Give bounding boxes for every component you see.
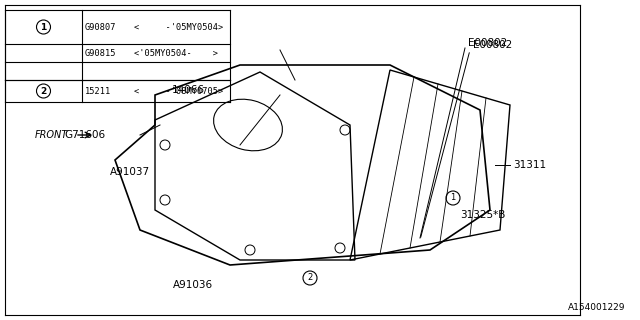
Text: A91036: A91036 bbox=[173, 280, 213, 290]
Text: 31325*B: 31325*B bbox=[460, 210, 506, 220]
Text: G71606: G71606 bbox=[64, 130, 105, 140]
Text: <'05MY0504-    >: <'05MY0504- > bbox=[134, 49, 218, 58]
Text: <     -'08MY0705>: < -'08MY0705> bbox=[134, 86, 223, 95]
Text: 1: 1 bbox=[40, 22, 47, 31]
Text: G90815: G90815 bbox=[85, 49, 116, 58]
Text: 14066: 14066 bbox=[172, 85, 205, 95]
Text: FRONT: FRONT bbox=[35, 130, 68, 140]
Text: E00802: E00802 bbox=[473, 40, 512, 50]
Text: 15211: 15211 bbox=[85, 86, 111, 95]
Text: 2: 2 bbox=[307, 274, 312, 283]
Text: 1: 1 bbox=[451, 194, 456, 203]
Text: <     -'05MY0504>: < -'05MY0504> bbox=[134, 22, 223, 31]
Text: G90807: G90807 bbox=[85, 22, 116, 31]
Text: 31311: 31311 bbox=[513, 160, 546, 170]
Text: 2: 2 bbox=[40, 86, 47, 95]
Text: A91037: A91037 bbox=[110, 167, 150, 177]
Text: E00802: E00802 bbox=[468, 38, 508, 48]
Text: A154001229: A154001229 bbox=[568, 303, 625, 312]
